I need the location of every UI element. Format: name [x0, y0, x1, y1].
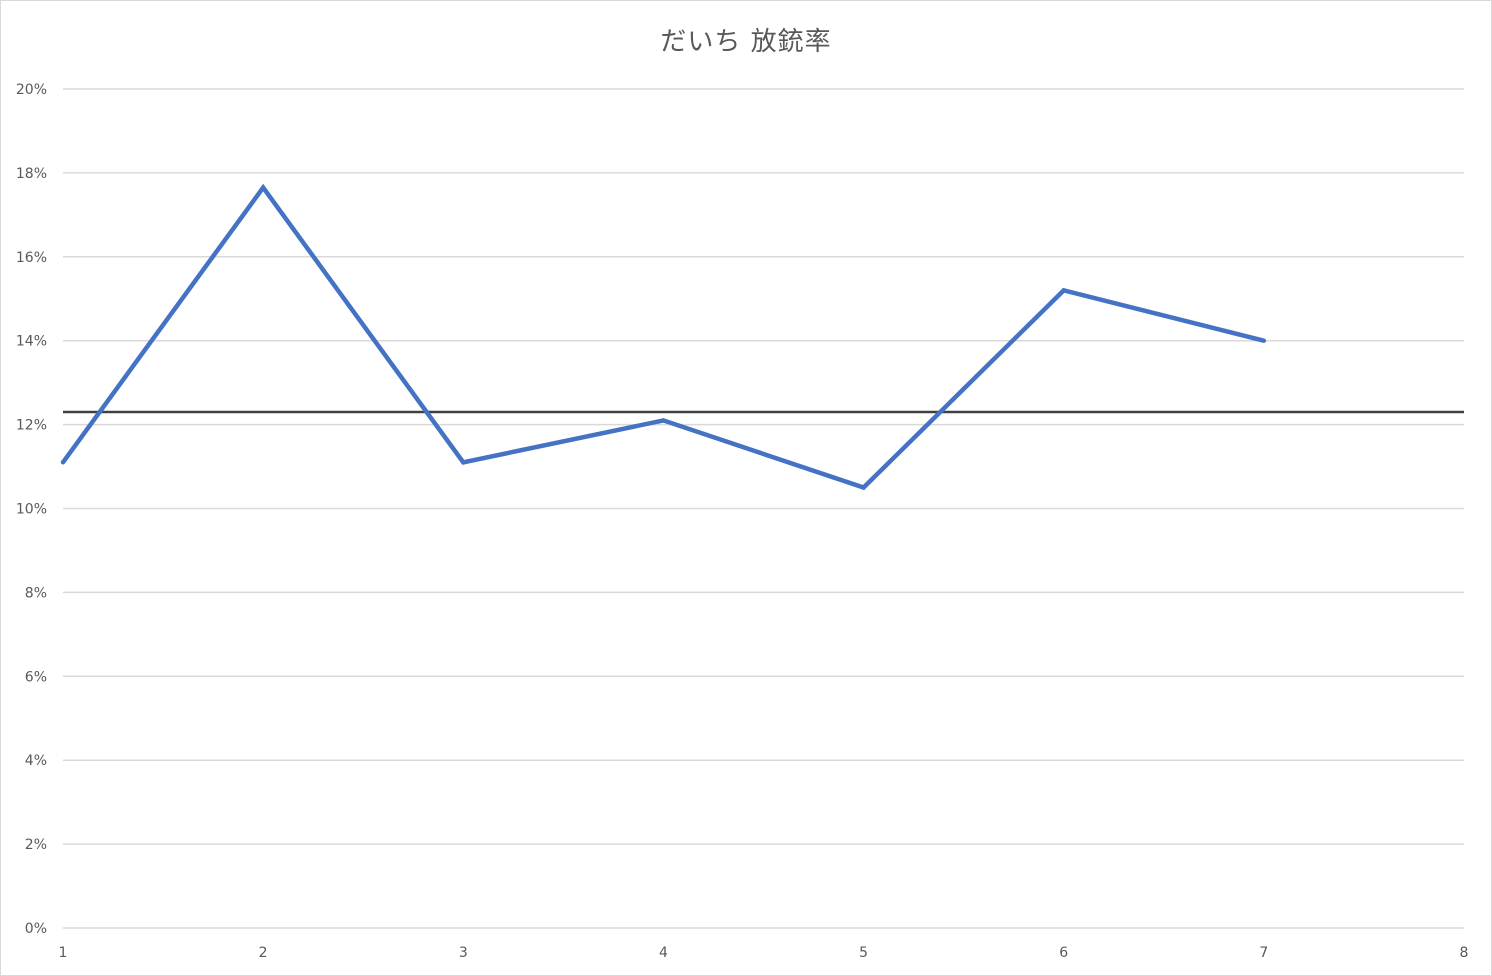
series-layer [60, 183, 1267, 491]
x-tick-label: 5 [859, 945, 868, 961]
y-tick-label: 16% [16, 250, 47, 266]
gridlines [63, 88, 1464, 929]
chart-title: だいち 放銃率 [660, 27, 832, 57]
x-tick-label: 6 [1059, 945, 1068, 961]
x-axis-ticks: 1 2 3 4 5 6 7 8 [59, 945, 1469, 961]
x-tick-label: 1 [59, 945, 68, 961]
data-point [861, 485, 866, 490]
y-tick-label: 20% [16, 82, 47, 98]
data-point [60, 460, 66, 465]
y-tick-label: 4% [25, 753, 47, 769]
y-tick-label: 14% [16, 334, 47, 350]
y-tick-label: 10% [16, 502, 47, 518]
x-tick-label: 2 [259, 945, 268, 961]
y-tick-label: 2% [25, 837, 47, 853]
y-tick-label: 18% [16, 166, 47, 182]
data-point [661, 418, 666, 423]
data-point [1261, 338, 1267, 343]
x-tick-label: 4 [659, 945, 668, 961]
data-point [260, 185, 266, 190]
series-line [61, 183, 1265, 491]
y-tick-label: 12% [16, 418, 47, 434]
y-tick-label: 6% [25, 669, 47, 685]
data-point [1061, 288, 1066, 293]
data-point [461, 460, 466, 465]
x-tick-label: 3 [459, 945, 468, 961]
y-tick-label: 8% [25, 585, 47, 601]
x-tick-label: 8 [1460, 945, 1469, 961]
x-tick-label: 7 [1259, 945, 1268, 961]
y-tick-label: 0% [25, 921, 47, 937]
y-axis-ticks: 0% 2% 4% 6% 8% 10% 12% 14% 16% 18% 20% [16, 82, 47, 937]
